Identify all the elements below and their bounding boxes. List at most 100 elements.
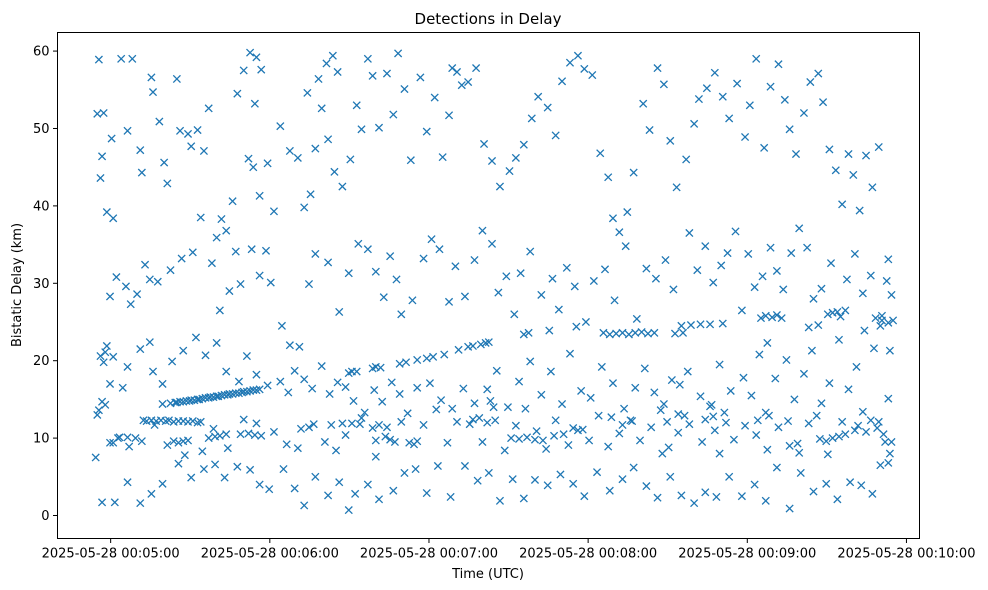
data-point [246, 465, 255, 474]
data-point [861, 427, 871, 436]
data-point [317, 104, 326, 113]
data-point [637, 327, 646, 337]
data-point [651, 274, 660, 283]
data-point [502, 272, 511, 281]
data-point [739, 373, 748, 382]
data-point [605, 486, 614, 495]
data-point [344, 269, 353, 278]
data-point [852, 362, 861, 371]
data-point [618, 328, 627, 337]
data-point [550, 431, 559, 440]
data-point [715, 360, 724, 369]
data-point [698, 437, 707, 447]
data-point [231, 247, 240, 256]
data-point [354, 239, 363, 248]
data-point [437, 396, 446, 405]
data-point [212, 338, 221, 347]
data-point [475, 413, 484, 423]
data-point [495, 496, 505, 505]
data-point [507, 434, 516, 443]
x-axis: 2025-05-28 00:05:00 2025-05-28 00:06:00 20… [42, 538, 975, 562]
data-point [678, 328, 688, 337]
data-point [795, 224, 804, 233]
data-point [569, 423, 578, 433]
data-point [183, 436, 193, 445]
data-point [610, 296, 619, 305]
data-point [239, 415, 248, 424]
data-point [183, 129, 193, 138]
data-point [374, 123, 384, 132]
data-point [443, 438, 452, 447]
data-point [696, 392, 705, 401]
data-point [397, 310, 406, 319]
data-point [846, 478, 855, 487]
data-point [247, 245, 256, 254]
data-point [400, 84, 409, 94]
data-point [201, 351, 210, 360]
data-point [128, 54, 137, 63]
data-point [483, 385, 492, 394]
data-point [889, 316, 898, 325]
data-point [718, 92, 727, 101]
data-point [476, 340, 485, 349]
data-point [752, 430, 761, 440]
data-point [223, 444, 232, 453]
data-point [629, 168, 638, 177]
data-point [454, 345, 463, 354]
data-point [511, 153, 520, 162]
data-point [255, 271, 264, 280]
data-point [285, 341, 294, 350]
data-point [551, 416, 560, 425]
data-point [401, 358, 411, 367]
data-point [577, 386, 586, 395]
data-point [444, 111, 454, 120]
data-point [123, 126, 132, 135]
data-point [300, 375, 309, 384]
data-point [394, 49, 403, 58]
data-point [632, 314, 641, 323]
data-point [284, 388, 293, 397]
data-point [725, 472, 734, 481]
data-point [658, 449, 667, 458]
data-point [596, 149, 605, 158]
data-point [785, 504, 794, 513]
data-point [682, 155, 691, 164]
data-point [661, 256, 670, 265]
data-point [98, 498, 107, 507]
data-point [508, 475, 517, 484]
data-point [826, 259, 836, 268]
data-point [101, 348, 110, 357]
data-point [163, 179, 172, 188]
data-point [628, 417, 637, 426]
data-point [849, 170, 858, 179]
data-point [647, 423, 656, 432]
data-point [196, 213, 205, 222]
data-point [91, 453, 100, 462]
data-point [444, 297, 454, 306]
data-point [674, 428, 683, 437]
y-tick-label: 50 [33, 122, 50, 137]
data-point [565, 58, 575, 67]
data-point [690, 499, 699, 508]
data-point [179, 346, 188, 355]
data-point [322, 59, 331, 68]
data-point [416, 73, 425, 82]
data-point [564, 441, 573, 450]
data-point [331, 446, 341, 455]
data-point [585, 436, 594, 445]
data-point [478, 437, 487, 447]
data-point [363, 480, 372, 489]
data-point [333, 378, 342, 387]
data-point [850, 249, 859, 258]
data-point [145, 275, 154, 284]
data-point [791, 149, 801, 159]
data-point [191, 333, 201, 342]
data-point [220, 473, 229, 482]
data-point [799, 108, 809, 118]
data-point [225, 286, 234, 296]
y-tick-label: 30 [33, 277, 50, 292]
data-point [723, 249, 732, 258]
data-point [311, 472, 320, 481]
data-point [341, 382, 350, 392]
